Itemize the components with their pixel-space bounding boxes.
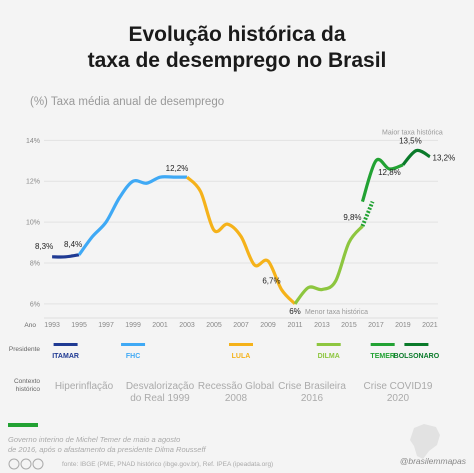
president-color-bar (316, 343, 341, 346)
president-label-bolsonaro: BOLSONARO (394, 353, 440, 360)
y-tick-label: 12% (26, 179, 40, 186)
series-line-fhc (77, 175, 188, 256)
x-tick-label: 1993 (44, 322, 60, 329)
president-label-itamar: ITAMAR (52, 353, 79, 360)
x-tick-label: 2019 (395, 322, 411, 329)
timeline-rows: Presidente ITAMAR FHC LULA DILMA TEMERBOLSONA… (9, 343, 440, 404)
president-label-fhc: FHC (126, 353, 140, 360)
page-title: Evolução histórica da taxa de desemprego… (0, 22, 474, 74)
data-label: 6,7% (262, 277, 280, 286)
x-tick-label: 2009 (260, 322, 276, 329)
y-tick-label: 8% (30, 260, 40, 267)
data-label: 13,2% (433, 154, 456, 163)
by-icon (20, 458, 32, 470)
source-text: fonte: IBGE (PME, PNAD histórico (ibge.g… (62, 461, 273, 468)
series-line-bolsonaro (401, 148, 431, 166)
chart-series (52, 148, 431, 305)
series-line-interim (360, 200, 375, 227)
x-tick-label: 1995 (71, 322, 87, 329)
chart-annotations: Maior taxa histórica Menor taxa histórica (305, 130, 443, 316)
title-line-1: Evolução histórica da (128, 23, 346, 46)
x-tick-label: 1999 (125, 322, 141, 329)
max-rate-note: Maior taxa histórica (382, 130, 443, 137)
context-label: Crise COVID19 (364, 381, 433, 392)
interim-legend-swatch (8, 423, 38, 427)
context-label: 2016 (301, 393, 324, 404)
context-label: Desvalorização (126, 381, 195, 392)
context-row-title: histórico (16, 386, 41, 393)
series-line-itamar (52, 253, 80, 259)
chart-grid (44, 139, 438, 305)
x-axis-title: Ano (24, 322, 36, 329)
brazil-map-logo-icon (410, 424, 440, 459)
data-label: 12,2% (166, 164, 189, 173)
president-label-lula: LULA (232, 353, 251, 360)
data-label: 9,8% (343, 213, 361, 222)
data-label: 8,3% (35, 242, 53, 251)
y-tick-label: 6% (30, 301, 40, 308)
president-color-bar (121, 343, 146, 346)
data-labels: 8,3% 8,4% 12,2% 6,7% 6% 9,8% 12,8% 13,5% 13,2% (35, 137, 455, 316)
president-color-bar (370, 343, 395, 346)
x-tick-label: 2005 (206, 322, 222, 329)
x-tick-label: 2003 (179, 322, 195, 329)
y-axis-ticks: 14% 12% 10% 8% 6% (26, 138, 40, 308)
nd-icon (32, 458, 44, 470)
series-line-lula (185, 175, 297, 305)
series-line-temer (360, 157, 404, 203)
president-row-title: Presidente (9, 346, 40, 353)
y-tick-label: 14% (26, 138, 40, 145)
president-color-bar (53, 343, 78, 346)
context-label: 2020 (387, 393, 410, 404)
footer-note-line-2: de 2016, após o afastamento da president… (8, 445, 207, 454)
x-tick-label: 2001 (152, 322, 168, 329)
min-rate-note: Menor taxa histórica (305, 309, 368, 316)
president-label-temer: TEMER (370, 353, 395, 360)
data-label: 13,5% (399, 137, 422, 146)
x-tick-label: 1997 (98, 322, 114, 329)
x-tick-label: 2021 (422, 322, 438, 329)
president-color-bar (404, 343, 429, 346)
x-tick-label: 2007 (233, 322, 249, 329)
context-row-title: Contexto (14, 378, 40, 385)
footer-note-line-1: Governo interino de Michel Temer de maio… (8, 435, 180, 444)
x-tick-label: 2015 (341, 322, 357, 329)
x-tick-label: 2017 (368, 322, 384, 329)
context-label: 2008 (225, 393, 248, 404)
x-tick-label: 2013 (314, 322, 330, 329)
y-tick-label: 10% (26, 220, 40, 227)
chart-subtitle: (%) Taxa média anual de desemprego (30, 96, 225, 108)
context-label: Hiperinflação (55, 381, 114, 392)
president-color-bar (229, 343, 253, 346)
x-tick-label: 2011 (287, 322, 302, 329)
president-label-dilma: DILMA (318, 353, 340, 360)
data-label: 6% (289, 307, 301, 316)
series-line-dilma (293, 225, 364, 305)
data-label: 8,4% (64, 240, 82, 249)
x-axis-ticks: Ano 1993 1995 1997 1999 2001 2003 2005 2007 2009 2… (24, 317, 438, 329)
cc-icon (8, 458, 20, 470)
data-label: 12,8% (378, 168, 401, 177)
context-label: Crise Brasileira (278, 381, 346, 392)
context-label: do Real 1999 (130, 393, 190, 404)
brand-handle: @brasilemmapas (400, 456, 467, 466)
chart-footer: Governo interino de Michel Temer de maio… (8, 423, 467, 470)
title-line-2: taxa de desemprego no Brasil (87, 49, 387, 72)
context-label: Recessão Global (198, 381, 274, 392)
